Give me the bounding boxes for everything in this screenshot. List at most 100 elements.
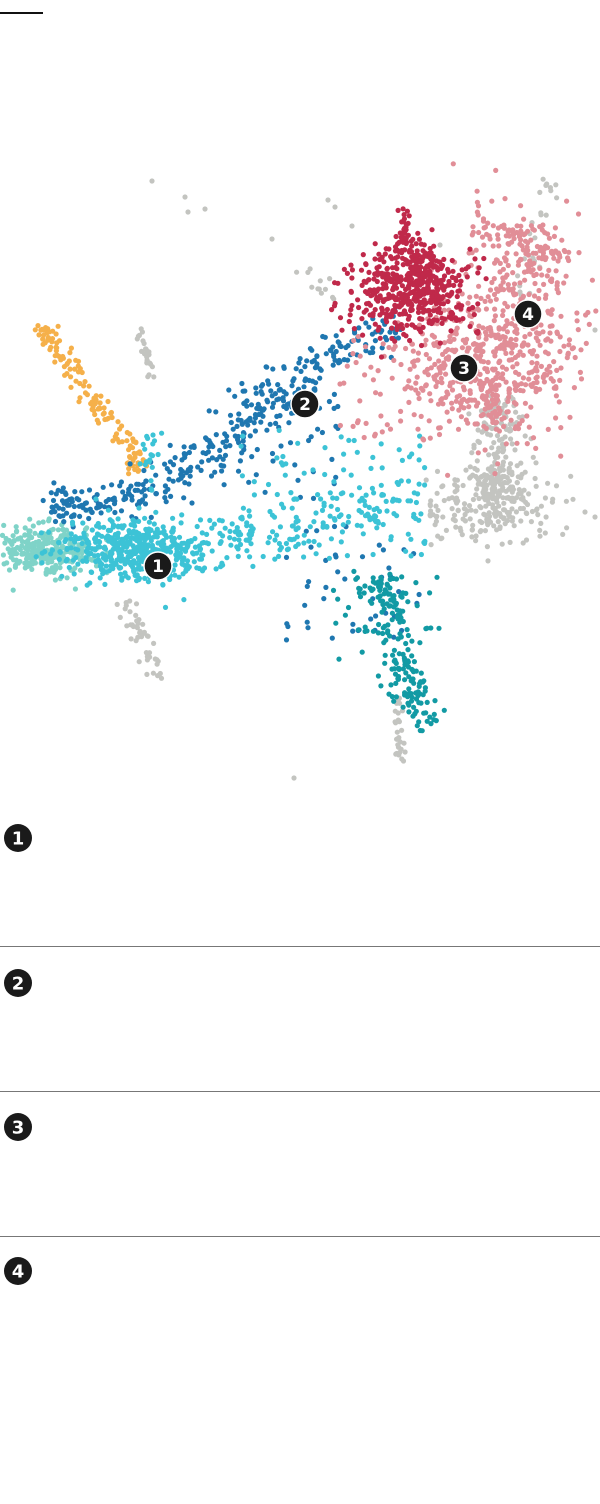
scatter-point — [383, 498, 389, 504]
scatter-point — [77, 395, 83, 401]
scatter-point — [456, 317, 462, 323]
scatter-point — [499, 364, 506, 370]
scatter-point — [239, 473, 245, 479]
scatter-point — [179, 561, 185, 567]
scatter-point — [415, 689, 421, 695]
scatter-point — [503, 233, 509, 239]
scatter-point — [501, 447, 507, 453]
scatter-point — [483, 425, 489, 431]
scatter-point — [89, 569, 95, 576]
scatter-point — [405, 692, 411, 698]
scatter-point — [533, 271, 539, 277]
scatter-point — [76, 399, 82, 405]
scatter-point — [493, 296, 499, 302]
scatter-point — [181, 540, 187, 546]
scatter-point — [308, 434, 314, 440]
scatter-point — [313, 510, 319, 516]
scatter-point — [494, 419, 500, 425]
scatter-point — [466, 250, 472, 256]
scatter-point — [567, 414, 573, 420]
scatter-point — [483, 401, 489, 407]
scatter-point — [572, 354, 578, 361]
scatter-point — [520, 343, 526, 349]
scatter-point — [51, 480, 57, 486]
scatter-point — [394, 736, 400, 742]
scatter-point — [447, 333, 453, 340]
scatter-point — [321, 596, 327, 602]
scatter-point — [372, 338, 378, 344]
scatter-point — [530, 454, 536, 460]
scatter-point — [411, 704, 417, 710]
scatter-point — [97, 563, 103, 569]
scatter-point — [64, 545, 70, 552]
scatter-point — [453, 331, 459, 337]
scatter-point — [450, 161, 456, 167]
scatter-point — [476, 323, 482, 329]
scatter-point — [526, 291, 532, 298]
scatter-point — [48, 344, 54, 350]
scatter-point — [473, 347, 479, 353]
scatter-point — [53, 331, 59, 337]
scatter-point — [330, 587, 337, 594]
scatter-point — [306, 579, 312, 585]
scatter-point — [379, 429, 385, 435]
scatter-point — [136, 659, 142, 665]
scatter-point — [71, 503, 77, 510]
scatter-point — [390, 287, 396, 293]
scatter-point — [179, 546, 185, 552]
scatter-point — [101, 405, 107, 411]
scatter-point — [378, 413, 384, 419]
scatter-point — [506, 387, 512, 394]
scatter-point — [513, 251, 519, 257]
scatter-point — [123, 534, 129, 541]
scatter-point — [326, 555, 332, 561]
scatter-point — [339, 529, 345, 535]
scatter-point — [568, 473, 574, 479]
scatter-point — [53, 562, 59, 569]
scatter-point — [431, 711, 437, 718]
scatter-point — [445, 266, 451, 272]
scatter-point — [456, 272, 462, 278]
scatter-point — [228, 419, 234, 426]
scatter-point — [392, 708, 398, 714]
scatter-point — [408, 553, 414, 559]
scatter-point — [404, 322, 410, 328]
scatter-point — [477, 529, 483, 535]
scatter-point — [291, 775, 297, 781]
scatter-point — [132, 487, 138, 493]
scatter-point — [549, 307, 555, 313]
scatter-point — [313, 380, 319, 386]
scatter-point — [458, 278, 464, 284]
scatter-point — [126, 471, 132, 477]
scatter-point — [497, 269, 503, 275]
scatter-point — [428, 398, 434, 404]
scatter-point — [415, 272, 421, 278]
scatter-point — [480, 411, 486, 418]
scatter-point — [289, 383, 295, 389]
scatter-point — [490, 505, 496, 511]
scatter-point — [362, 344, 369, 350]
scatter-point — [345, 343, 351, 349]
scatter-point — [506, 394, 512, 400]
scatter-point — [127, 454, 133, 460]
scatter-point — [96, 504, 102, 510]
scatter-point — [110, 438, 116, 444]
scatter-point — [453, 524, 459, 530]
scatter-point — [485, 294, 491, 300]
scatter-point — [491, 276, 497, 282]
scatter-point — [144, 534, 150, 541]
scatter-point — [368, 465, 374, 471]
scatter-point — [53, 344, 59, 350]
scatter-point — [375, 286, 382, 292]
scatter-point — [566, 249, 572, 255]
scatter-point — [6, 567, 13, 573]
scatter-point — [219, 468, 225, 474]
scatter-point — [373, 390, 379, 396]
scatter-point — [399, 250, 405, 256]
scatter-point — [387, 278, 393, 284]
scatter-point — [227, 528, 233, 535]
scatter-point — [197, 546, 204, 552]
scatter-point — [119, 439, 125, 445]
scatter-point — [217, 530, 223, 537]
